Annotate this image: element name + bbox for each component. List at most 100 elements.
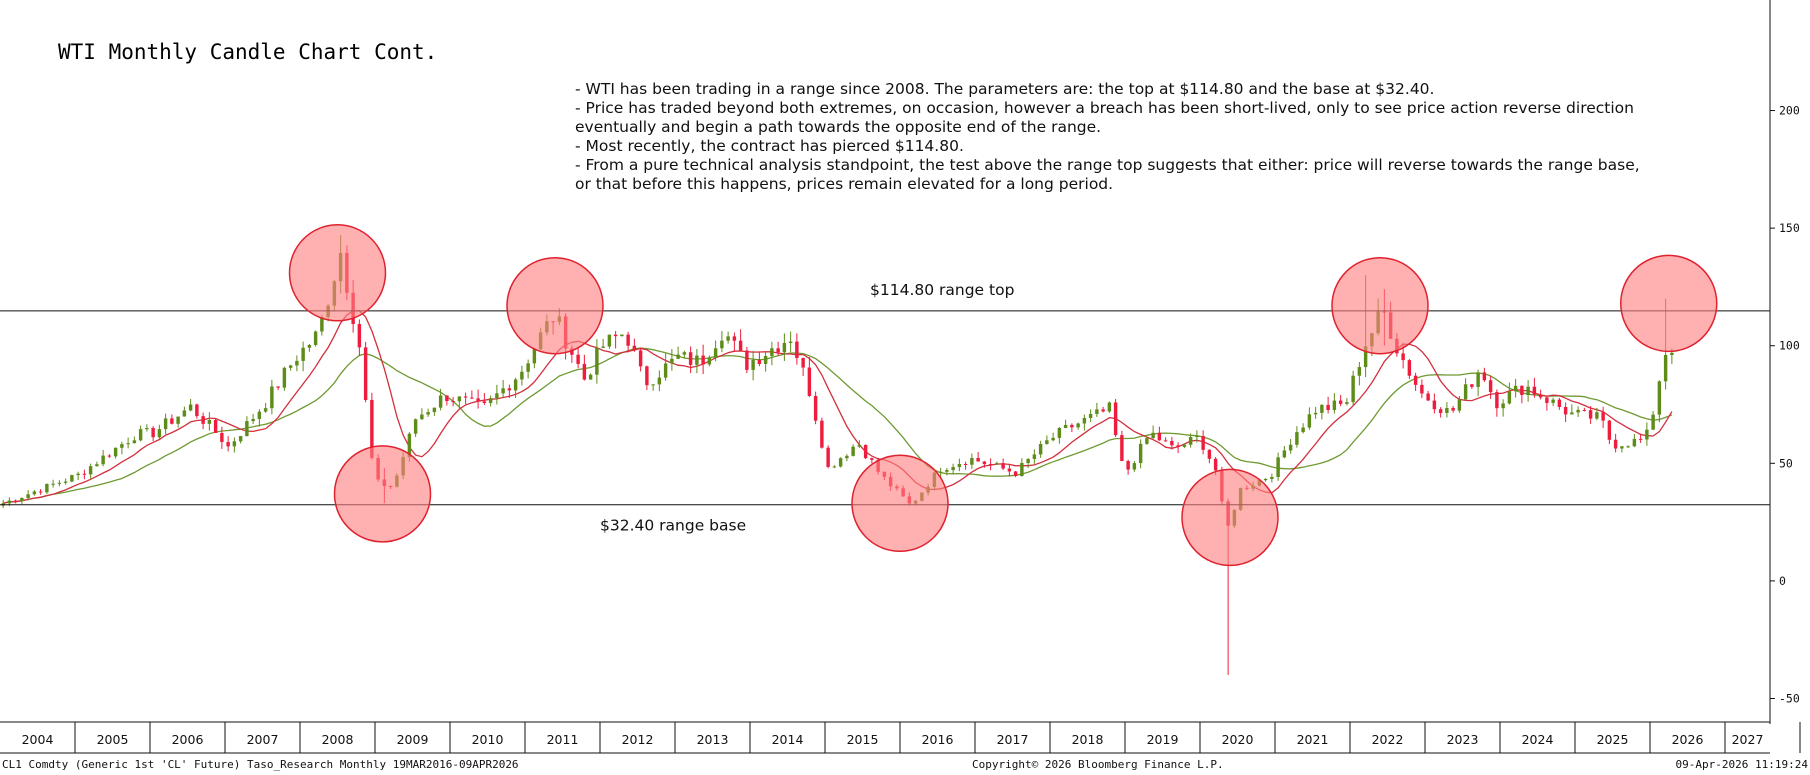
candle-body <box>570 348 574 355</box>
candle-body <box>588 374 593 380</box>
candle-body <box>520 371 524 380</box>
candle-body <box>626 334 630 346</box>
candle-body <box>1576 409 1580 413</box>
candle-body <box>1495 392 1499 409</box>
highlight-circle <box>1181 468 1279 567</box>
candle-body <box>957 463 962 468</box>
candle-body <box>1532 386 1537 395</box>
year-label: 2019 <box>1147 732 1179 747</box>
footer-source: CL1 Comdty (Generic 1st 'CL' Future) Tas… <box>2 758 519 771</box>
candle-body <box>1120 435 1124 462</box>
year-label: 2013 <box>697 732 729 747</box>
candle-body <box>657 377 662 385</box>
year-label: 2005 <box>97 732 129 747</box>
candle-body <box>1007 468 1012 472</box>
candle-body <box>313 331 318 345</box>
candle-body <box>1057 428 1062 438</box>
candle-body <box>532 349 537 364</box>
candle-body <box>745 350 749 370</box>
candle-body <box>1107 402 1112 412</box>
candle-body <box>157 429 162 438</box>
price-tick-label: 200 <box>1779 104 1800 118</box>
candle-body <box>82 473 87 475</box>
candle-body <box>126 443 130 445</box>
year-label: 2021 <box>1297 732 1329 747</box>
candle-body <box>432 407 437 413</box>
candle-body <box>1338 400 1343 404</box>
candle-body <box>1513 385 1518 392</box>
candle-body <box>107 455 112 457</box>
candle-body <box>1145 438 1149 444</box>
price-tick-label: 150 <box>1779 221 1800 235</box>
year-label: 2027 <box>1732 732 1764 747</box>
candle-body <box>1045 440 1049 445</box>
candle-body <box>282 367 287 388</box>
candle-body <box>1301 427 1305 433</box>
candle-body <box>1488 380 1493 393</box>
candle-body <box>113 447 118 457</box>
year-label: 2007 <box>247 732 279 747</box>
candle-body <box>838 458 843 467</box>
candle-body <box>807 367 812 396</box>
candle-body <box>370 399 374 458</box>
candle-body <box>738 340 743 351</box>
candle-body <box>1670 352 1674 356</box>
candle-body <box>13 500 18 502</box>
candle-body <box>1332 400 1337 410</box>
candle-body <box>20 497 24 502</box>
candle-body <box>695 355 699 365</box>
candle-body <box>320 317 324 332</box>
candle-body <box>1363 346 1368 368</box>
candle-body <box>782 343 787 353</box>
candle-body <box>482 401 487 403</box>
candle-body <box>132 440 137 444</box>
candle-body <box>688 352 693 365</box>
candle-body <box>1357 367 1362 376</box>
candle-body <box>607 334 612 347</box>
candle-body <box>357 324 362 348</box>
candle-body <box>1457 399 1462 411</box>
price-tick-label: 50 <box>1779 456 1793 470</box>
candle-body <box>582 363 587 380</box>
year-label: 2023 <box>1447 732 1479 747</box>
year-label: 2011 <box>547 732 579 747</box>
candle-body <box>763 356 768 364</box>
candle-body <box>1657 381 1662 415</box>
candle-body <box>263 408 268 412</box>
candle-body <box>1188 437 1193 445</box>
candle-body <box>1270 476 1274 479</box>
candle-body <box>613 334 618 337</box>
candle-body <box>1113 402 1118 436</box>
candle-body <box>1520 385 1524 396</box>
candle-body <box>295 360 299 366</box>
candle-body <box>1482 372 1487 381</box>
candle-body <box>1613 439 1618 449</box>
chart-title: WTI Monthly Candle Chart Cont. <box>58 40 438 64</box>
candle-body <box>182 410 187 417</box>
candle-body <box>826 447 830 467</box>
candle-body <box>451 401 455 403</box>
candle-body <box>1132 463 1137 470</box>
candle-body <box>870 458 874 460</box>
ma-fast-line <box>2 310 1673 504</box>
candle-body <box>407 433 412 458</box>
candle-body <box>51 483 55 485</box>
candle-body <box>1663 355 1668 382</box>
candle-body <box>1313 412 1318 415</box>
price-tick-label: 0 <box>1779 574 1786 588</box>
footer-timestamp: 09-Apr-2026 11:19:24 <box>1675 758 1808 771</box>
candle-body <box>70 475 74 482</box>
candle-body <box>363 347 368 400</box>
candle-body <box>1295 432 1299 445</box>
candle-body <box>426 412 430 415</box>
candle-body <box>1013 471 1018 476</box>
candle-body <box>420 414 424 420</box>
candle-body <box>1320 404 1324 413</box>
range-level-label: $114.80 range top <box>870 281 1014 299</box>
candle-body <box>645 366 649 386</box>
candle-body <box>1401 353 1405 361</box>
highlight-circle <box>851 454 949 553</box>
candle-body <box>26 494 30 498</box>
candle-body <box>1645 429 1649 440</box>
candle-body <box>1263 478 1268 481</box>
